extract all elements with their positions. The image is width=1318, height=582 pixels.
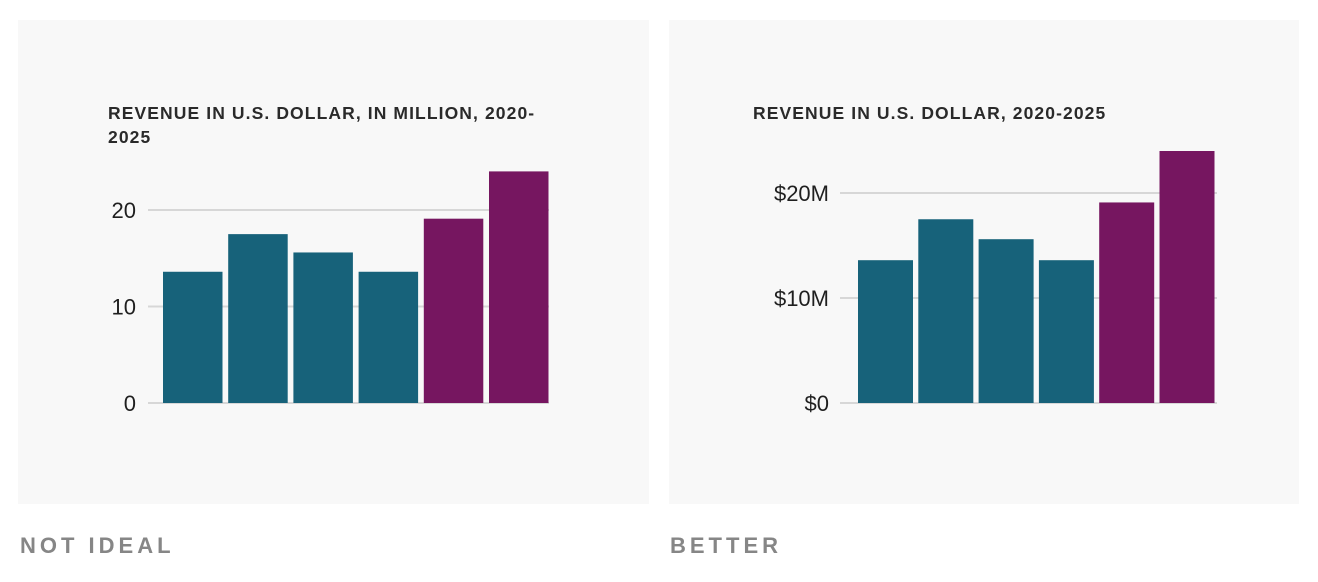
bar-2021 (228, 234, 288, 403)
chart-panel-better: REVENUE IN U.S. DOLLAR, 2020-2025 $0 $10M… (669, 20, 1299, 504)
y-tick-label: $0 (805, 391, 829, 416)
bar-2024 (423, 218, 484, 403)
bar-2024 (1099, 202, 1155, 403)
bar-2023 (1038, 260, 1094, 403)
chart-panel-not-ideal: REVENUE IN U.S. DOLLAR, IN MILLION, 2020… (18, 20, 649, 504)
y-tick-label: 0 (124, 391, 136, 416)
bar-2022 (293, 252, 353, 403)
bar-2025 (489, 171, 549, 403)
bar-2021 (918, 219, 974, 403)
caption-not-ideal: NOT IDEAL (20, 533, 175, 558)
bar-chart-not-ideal: 0 10 20 (112, 171, 549, 416)
y-tick-label: 10 (112, 295, 136, 320)
chart-title: REVENUE IN U.S. DOLLAR, 2020-2025 (753, 103, 1107, 123)
bar-2025 (1159, 151, 1215, 403)
bar-2020 (163, 271, 223, 403)
bar-2020 (858, 260, 913, 403)
y-tick-label: $10M (774, 286, 829, 311)
chart-title: REVENUE IN U.S. DOLLAR, IN MILLION, 2020… (108, 103, 536, 147)
y-tick-label: $20M (774, 181, 829, 206)
bar-chart-better: $0 $10M $20M (774, 151, 1217, 416)
caption-better: BETTER (670, 533, 782, 558)
y-tick-label: 20 (112, 198, 136, 223)
bar-2023 (358, 271, 419, 403)
bar-2022 (978, 239, 1034, 403)
